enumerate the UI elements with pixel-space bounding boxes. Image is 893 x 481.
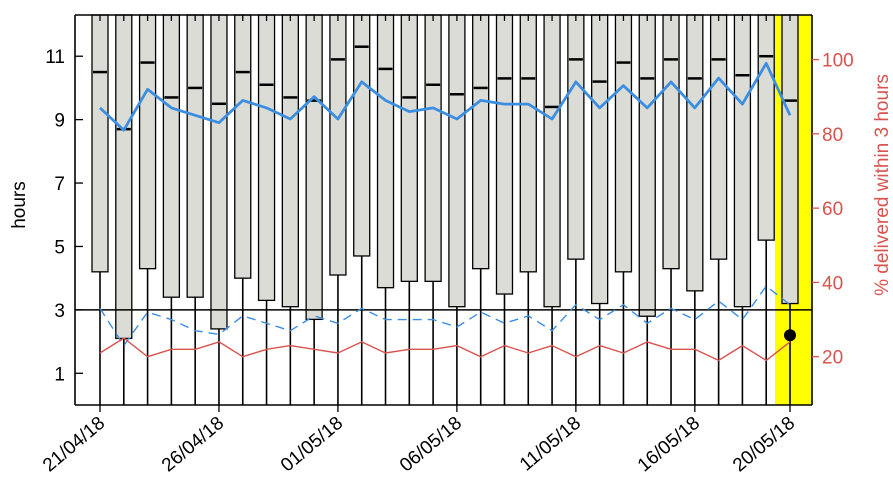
series-line-1 [99, 285, 791, 347]
box-24 [662, 14, 680, 270]
box-8 [281, 14, 299, 308]
box-9 [305, 14, 323, 321]
box-22 [614, 14, 633, 273]
box-6 [234, 14, 252, 279]
box-14 [424, 14, 442, 282]
marker-layer [784, 329, 796, 342]
box-29 [781, 14, 799, 305]
box-20 [567, 14, 585, 260]
box-12 [376, 14, 395, 289]
y2-tick-label-80: 80 [822, 125, 843, 146]
box-10 [329, 14, 347, 276]
y2-tick-label-40: 40 [822, 273, 843, 294]
box-13 [400, 14, 418, 282]
y-tick-label-11: 11 [45, 47, 65, 68]
y-tick-label-5: 5 [54, 237, 65, 258]
y2-tick-label-100: 100 [822, 51, 854, 72]
box-7 [257, 14, 276, 302]
box-25 [686, 14, 704, 292]
box-15 [448, 14, 466, 308]
box-17 [495, 14, 514, 295]
box-26 [709, 14, 728, 260]
box-0 [91, 14, 109, 273]
box-23 [638, 14, 656, 317]
box-28 [757, 14, 775, 241]
axis-labels: hours % delivered within 3 hours [9, 74, 893, 296]
y-tick-label-7: 7 [54, 174, 65, 195]
y2-axis-label: % delivered within 3 hours [872, 74, 893, 296]
box-11 [353, 14, 371, 257]
y2-tick-label-20: 20 [822, 348, 843, 369]
box-19 [543, 14, 561, 308]
box-18 [519, 14, 537, 273]
box-layer [91, 14, 799, 405]
box-5 [210, 14, 228, 330]
y-axis-label: hours [9, 181, 30, 229]
y-tick-label-3: 3 [54, 301, 65, 322]
y-tick-label-9: 9 [54, 111, 65, 132]
box-1 [115, 14, 133, 340]
y-tick-label-1: 1 [54, 364, 65, 385]
box-4 [186, 14, 204, 298]
marker-point [784, 329, 796, 342]
box-16 [472, 14, 490, 270]
box-3 [162, 14, 181, 298]
box-21 [591, 14, 609, 305]
series-line-0 [99, 61, 792, 132]
series-layer [99, 61, 792, 362]
y2-tick-label-60: 60 [822, 199, 843, 220]
box-2 [138, 14, 157, 270]
series-line-2 [99, 337, 791, 362]
box-27 [733, 14, 752, 308]
